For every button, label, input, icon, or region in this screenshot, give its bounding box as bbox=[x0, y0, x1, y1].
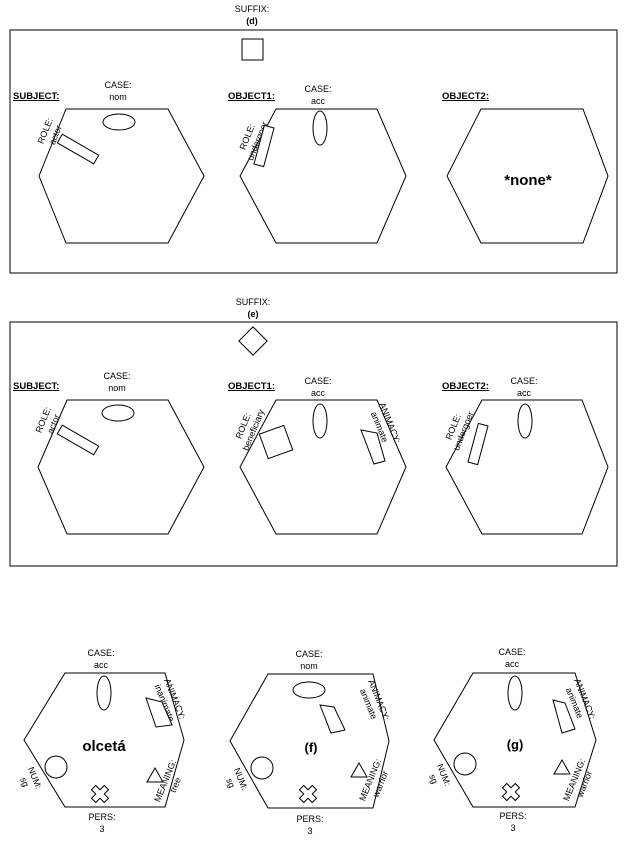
noun1-case-label: CASE: bbox=[295, 649, 322, 659]
noun0-meaning-triangle bbox=[146, 766, 164, 783]
d-subject-case-ellipse bbox=[102, 113, 136, 131]
e-object1-animacy-trapezoid bbox=[360, 429, 386, 465]
noun1-case-value: nom bbox=[300, 661, 318, 671]
e-object2-case-value: acc bbox=[517, 388, 532, 398]
e-subject-header: SUBJECT: bbox=[13, 381, 59, 392]
d-subject-hexagon bbox=[38, 108, 205, 244]
suffix-d-square-shape bbox=[241, 38, 264, 61]
e-object2-case-label: CASE: bbox=[510, 376, 537, 386]
suffix-d-value: (d) bbox=[246, 16, 258, 26]
noun1-pers-cross bbox=[298, 784, 318, 804]
e-subject-role-rect bbox=[56, 424, 100, 456]
e-object1-case-label: CASE: bbox=[304, 376, 331, 386]
noun2-num-circle bbox=[453, 752, 477, 776]
e-subject-case-value: nom bbox=[108, 383, 126, 393]
noun1-pers-label: PERS: bbox=[296, 814, 323, 824]
noun1-animacy-trapezoid bbox=[319, 704, 346, 734]
d-object1-header: OBJECT1: bbox=[228, 91, 275, 102]
noun-hex-0: CASE: acc ANIMACY: inanimate olcetá NUM:… bbox=[18, 648, 187, 834]
e-object1-case-ellipse bbox=[312, 403, 328, 439]
e-object2-header: OBJECT2: bbox=[442, 381, 489, 392]
panel-d: SUFFIX: (d) SUBJECT: CASE: nom ROLE: act… bbox=[9, 4, 618, 274]
suffix-d-label: SUFFIX: bbox=[235, 4, 270, 14]
panel-e: SUFFIX: (e) SUBJECT: CASE: nom ROLE: act… bbox=[9, 297, 618, 567]
suffix-e-value: (e) bbox=[248, 309, 259, 319]
d-subject-header: SUBJECT: bbox=[13, 91, 59, 102]
e-object1-case-value: acc bbox=[311, 388, 326, 398]
noun2-case-label: CASE: bbox=[498, 647, 525, 657]
d-subject-case-value: nom bbox=[109, 92, 127, 102]
noun0-animacy-trapezoid bbox=[145, 697, 173, 728]
noun-hex-1: CASE: nom ANIMACY: animate (f) NUM: sg M… bbox=[224, 649, 391, 836]
noun1-num-circle bbox=[250, 756, 274, 780]
d-object1-case-ellipse bbox=[312, 110, 328, 146]
noun0-case-value: acc bbox=[94, 660, 109, 670]
d-subject-case-label: CASE: bbox=[104, 80, 131, 90]
noun0-case-ellipse bbox=[96, 675, 112, 711]
suffix-e-diamond-shape bbox=[238, 326, 268, 356]
noun0-num-circle bbox=[44, 755, 68, 779]
noun2-case-value: acc bbox=[505, 659, 520, 669]
noun0-pers-label: PERS: bbox=[88, 812, 115, 822]
noun2-pers-label: PERS: bbox=[499, 811, 526, 821]
e-subject-case-ellipse bbox=[101, 404, 135, 422]
e-object1-role-square bbox=[258, 424, 294, 460]
e-object1-header: OBJECT1: bbox=[228, 381, 275, 392]
noun0-case-label: CASE: bbox=[87, 648, 114, 658]
noun1-case-ellipse bbox=[292, 681, 326, 699]
noun1-center-text: (f) bbox=[305, 740, 318, 755]
noun0-pers-value: 3 bbox=[99, 824, 104, 834]
e-object2-case-ellipse bbox=[517, 403, 533, 439]
noun0-center-text: olcetá bbox=[82, 738, 126, 755]
d-object2-content: *none* bbox=[504, 172, 552, 189]
e-subject-hexagon bbox=[37, 399, 205, 535]
panel-e-frame bbox=[9, 321, 618, 567]
d-object1-case-value: acc bbox=[311, 96, 326, 106]
e-object2-role-rect bbox=[467, 422, 489, 466]
noun-hex-2: CASE: acc ANIMACY: animate (g) NUM: sg M… bbox=[427, 647, 597, 833]
panel-d-frame bbox=[9, 29, 618, 274]
d-object1-hexagon bbox=[239, 108, 407, 244]
d-object1-case-label: CASE: bbox=[304, 84, 331, 94]
noun0-num-value: sg bbox=[18, 776, 31, 789]
d-object2-header: OBJECT2: bbox=[442, 91, 489, 102]
noun0-pers-cross bbox=[90, 784, 110, 804]
noun1-pers-value: 3 bbox=[307, 826, 312, 836]
e-subject-case-label: CASE: bbox=[103, 371, 130, 381]
noun1-num-value: sg bbox=[224, 777, 237, 790]
suffix-e-label: SUFFIX: bbox=[236, 297, 271, 307]
noun2-num-value: sg bbox=[427, 773, 440, 786]
noun2-meaning-triangle bbox=[553, 758, 571, 775]
d-object2-hexagon bbox=[446, 108, 609, 244]
noun2-pers-cross bbox=[501, 782, 521, 802]
d-object1-role-rect bbox=[253, 124, 275, 168]
noun2-case-ellipse bbox=[507, 675, 523, 711]
noun2-center-text: (g) bbox=[507, 737, 524, 752]
noun2-pers-value: 3 bbox=[510, 823, 515, 833]
noun2-animacy-trapezoid bbox=[552, 699, 576, 734]
d-subject-role-rect bbox=[56, 133, 100, 165]
noun1-meaning-triangle bbox=[350, 761, 368, 778]
